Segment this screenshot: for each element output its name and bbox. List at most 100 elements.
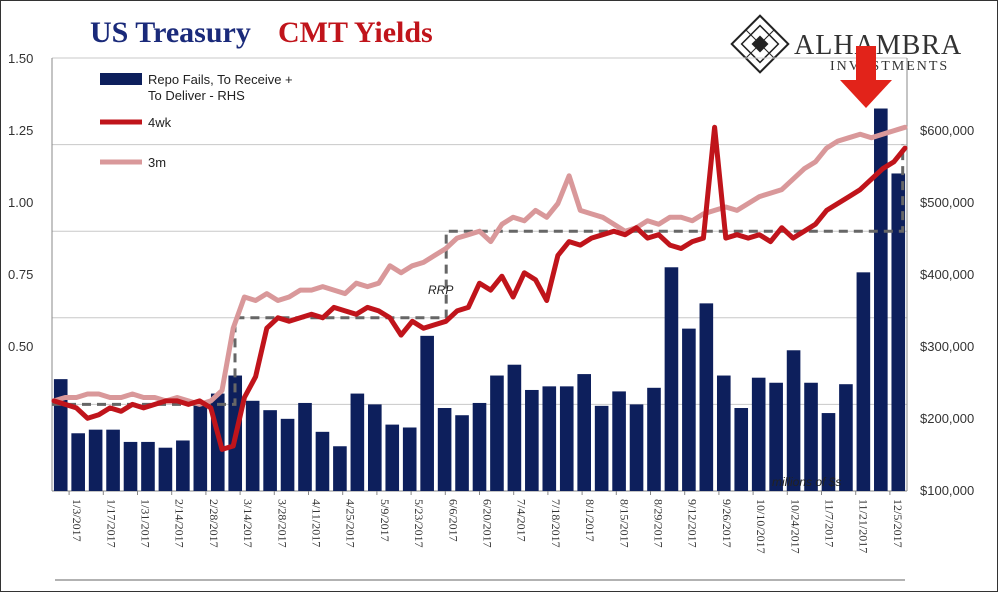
x-tick-label: 4/25/2017 <box>344 499 358 548</box>
right-tick-label: $300,000 <box>920 339 974 354</box>
repo-fails-bar <box>158 447 173 491</box>
repo-fails-bar <box>141 441 155 491</box>
x-tick-label: 3/28/2017 <box>275 499 289 548</box>
repo-fails-bar <box>577 374 591 491</box>
x-tick-label: 11/21/2017 <box>857 499 871 553</box>
repo-fails-bar <box>176 440 190 491</box>
repo-fails-bar <box>734 408 749 491</box>
left-tick-label: 0.75 <box>8 267 33 282</box>
alhambra-logo: ALHAMBRA INVESTMENTS <box>730 14 962 74</box>
repo-fails-bar <box>193 404 208 491</box>
x-tick-label: 1/3/2017 <box>70 499 84 542</box>
x-tick-label: 2/28/2017 <box>207 499 221 548</box>
repo-fails-bar <box>123 441 138 491</box>
x-tick-label: 6/6/2017 <box>446 499 460 542</box>
repo-fails-bar <box>751 377 766 491</box>
repo-fails-bar <box>629 404 644 491</box>
repo-fails-bar <box>420 335 434 491</box>
right-axis: $600,000 $500,000 $400,000 $300,000 $200… <box>920 123 974 498</box>
left-axis: 1.50 1.25 1.00 0.75 0.50 <box>8 51 33 354</box>
series-4wk-line <box>51 124 908 452</box>
brand-name: ALHAMBRA <box>794 30 962 61</box>
right-tick-label: $200,000 <box>920 411 974 426</box>
repo-fails-bar <box>280 418 295 491</box>
repo-fails-bar <box>437 408 452 491</box>
x-tick-label: 9/26/2017 <box>720 499 734 548</box>
right-tick-label: $100,000 <box>920 483 974 498</box>
x-tick-label: 5/9/2017 <box>378 499 392 542</box>
rrp-annotation: RRP <box>428 283 453 297</box>
left-tick-label: 1.25 <box>8 123 33 138</box>
repo-fails-bar <box>856 272 871 491</box>
x-tick-label: 8/15/2017 <box>617 499 631 548</box>
x-tick-label: 1/31/2017 <box>139 499 153 548</box>
legend: Repo Fails, To Receive + To Deliver - RH… <box>100 72 293 170</box>
repo-fails-bar <box>507 364 522 491</box>
brand-subtitle: INVESTMENTS <box>830 59 949 74</box>
right-tick-label: $600,000 <box>920 123 974 138</box>
x-tick-label: 12/5/2017 <box>891 499 905 548</box>
repo-fails-bar <box>542 386 557 491</box>
legend-label-bars-2: To Deliver - RHS <box>148 88 245 103</box>
x-tick-label: 1/17/2017 <box>104 499 118 548</box>
x-axis-labels: 1/3/2017 1/17/2017 1/31/2017 2/14/2017 2/28/… <box>68 491 905 554</box>
repo-fails-bar <box>804 382 818 491</box>
x-tick-label: 5/23/2017 <box>412 499 426 548</box>
repo-fails-bar <box>891 173 906 491</box>
repo-fails-bar <box>664 267 679 491</box>
left-tick-label: 0.50 <box>8 339 33 354</box>
repo-fails-bar <box>647 387 661 491</box>
diamond-logo-icon <box>730 14 790 74</box>
legend-label-bars-1: Repo Fails, To Receive + <box>148 72 293 87</box>
repo-fails-bar <box>106 429 120 491</box>
right-tick-label: $500,000 <box>920 195 974 210</box>
x-tick-label: 10/24/2017 <box>788 499 802 554</box>
x-tick-label: 8/29/2017 <box>652 499 666 548</box>
repo-fails-bar <box>350 393 365 491</box>
repo-fails-bar <box>525 389 539 491</box>
repo-fails-bar <box>839 384 853 491</box>
repo-fails-bar <box>594 405 609 491</box>
repo-fails-bar <box>368 404 382 491</box>
repo-fails-bar <box>786 350 801 491</box>
legend-label-4wk: 4wk <box>148 115 172 130</box>
legend-swatch-bars <box>100 73 142 85</box>
repo-fails-bar <box>385 424 400 491</box>
left-tick-label: 1.00 <box>8 195 33 210</box>
legend-label-3m: 3m <box>148 155 166 170</box>
plot-area <box>51 57 908 492</box>
repo-fails-bar <box>821 413 836 491</box>
repo-fails-bar <box>402 427 417 491</box>
repo-fails-bar <box>716 375 731 491</box>
repo-fails-bar <box>472 402 487 491</box>
repo-fails-bar <box>874 108 888 492</box>
repo-fails-bar <box>53 379 68 491</box>
repo-fails-bar <box>71 433 85 491</box>
x-tick-label: 7/18/2017 <box>549 499 563 548</box>
repo-fails-bar <box>699 303 714 491</box>
repo-fails-bar <box>333 446 347 491</box>
repo-fails-bar <box>769 382 783 491</box>
repo-fails-bar <box>263 410 277 491</box>
chart-title-part1: US Treasury <box>90 16 251 49</box>
x-tick-label: 4/11/2017 <box>310 499 324 547</box>
repo-fails-bar <box>559 386 574 491</box>
repo-fails-bar <box>682 328 696 491</box>
x-tick-label: 8/1/2017 <box>583 499 597 542</box>
chart-title-part2: CMT Yields <box>278 16 433 49</box>
x-tick-label: 9/12/2017 <box>686 499 700 548</box>
repo-fails-bar <box>455 415 469 491</box>
right-tick-label: $400,000 <box>920 267 974 282</box>
x-tick-label: 7/4/2017 <box>515 499 529 542</box>
rrp-step-line <box>52 144 905 406</box>
series-3m-line <box>51 124 908 407</box>
highlight-arrow-icon <box>840 46 892 108</box>
left-tick-label: 1.50 <box>8 51 33 66</box>
x-tick-label: 3/14/2017 <box>241 499 255 548</box>
repo-fails-bar <box>88 429 103 491</box>
repo-fails-bar <box>245 400 260 491</box>
x-tick-label: 2/14/2017 <box>173 499 187 548</box>
repo-fails-bar <box>315 431 330 491</box>
